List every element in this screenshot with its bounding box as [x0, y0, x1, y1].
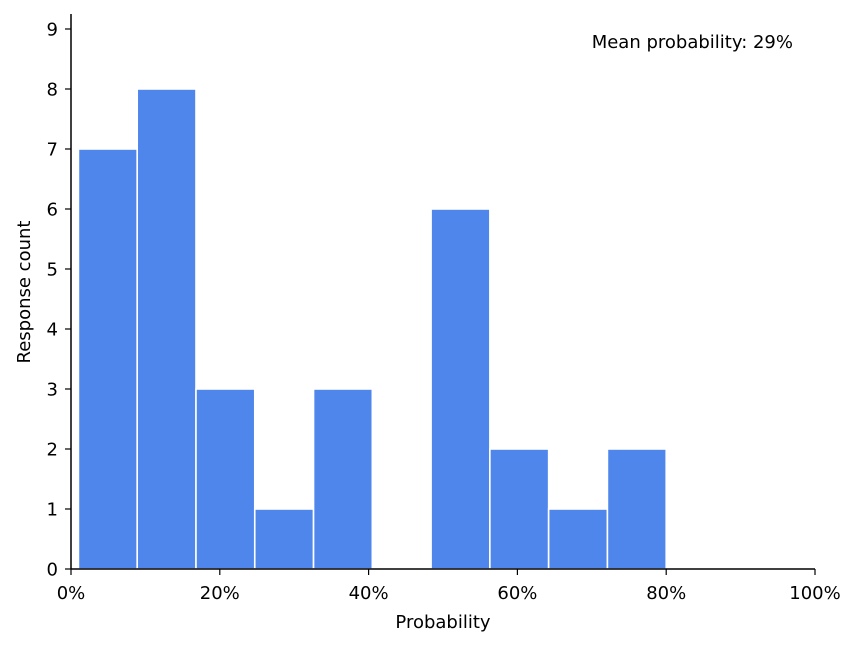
y-tick-label: 8	[47, 80, 58, 101]
y-tick-label: 3	[47, 380, 58, 401]
histogram-bar	[489, 448, 550, 570]
y-tick-label: 4	[47, 320, 58, 341]
x-tick-label: 0%	[57, 583, 86, 604]
y-tick-label: 2	[47, 440, 58, 461]
histogram-bar	[312, 388, 374, 570]
x-tick-label: 40%	[349, 583, 389, 604]
bars-group	[77, 88, 668, 570]
x-axis-ticks: 0% 20% 40% 60% 80% 100%	[57, 569, 841, 604]
y-tick-label: 9	[47, 20, 58, 41]
x-tick-label: 100%	[789, 583, 840, 604]
x-tick-label: 20%	[200, 583, 240, 604]
histogram-bar	[77, 148, 139, 570]
y-tick-label: 5	[47, 260, 58, 281]
histogram-bar	[195, 388, 256, 570]
histogram-bar	[253, 508, 315, 570]
y-axis-title: Response count	[14, 221, 35, 364]
histogram-bar	[136, 88, 197, 570]
histogram-bar	[547, 508, 609, 570]
y-tick-label: 0	[47, 560, 58, 581]
y-tick-label: 6	[47, 200, 58, 221]
x-tick-label: 60%	[497, 583, 537, 604]
y-tick-label: 1	[47, 500, 58, 521]
x-axis-title: Probability	[395, 612, 490, 633]
histogram-bar	[430, 208, 491, 570]
y-axis-ticks: 0 1 2 3 4 5 6 7 8 9	[47, 20, 71, 581]
y-tick-label: 7	[47, 140, 58, 161]
mean-annotation: Mean probability: 29%	[592, 32, 793, 53]
x-tick-label: 80%	[646, 583, 686, 604]
histogram-bar	[606, 448, 668, 570]
